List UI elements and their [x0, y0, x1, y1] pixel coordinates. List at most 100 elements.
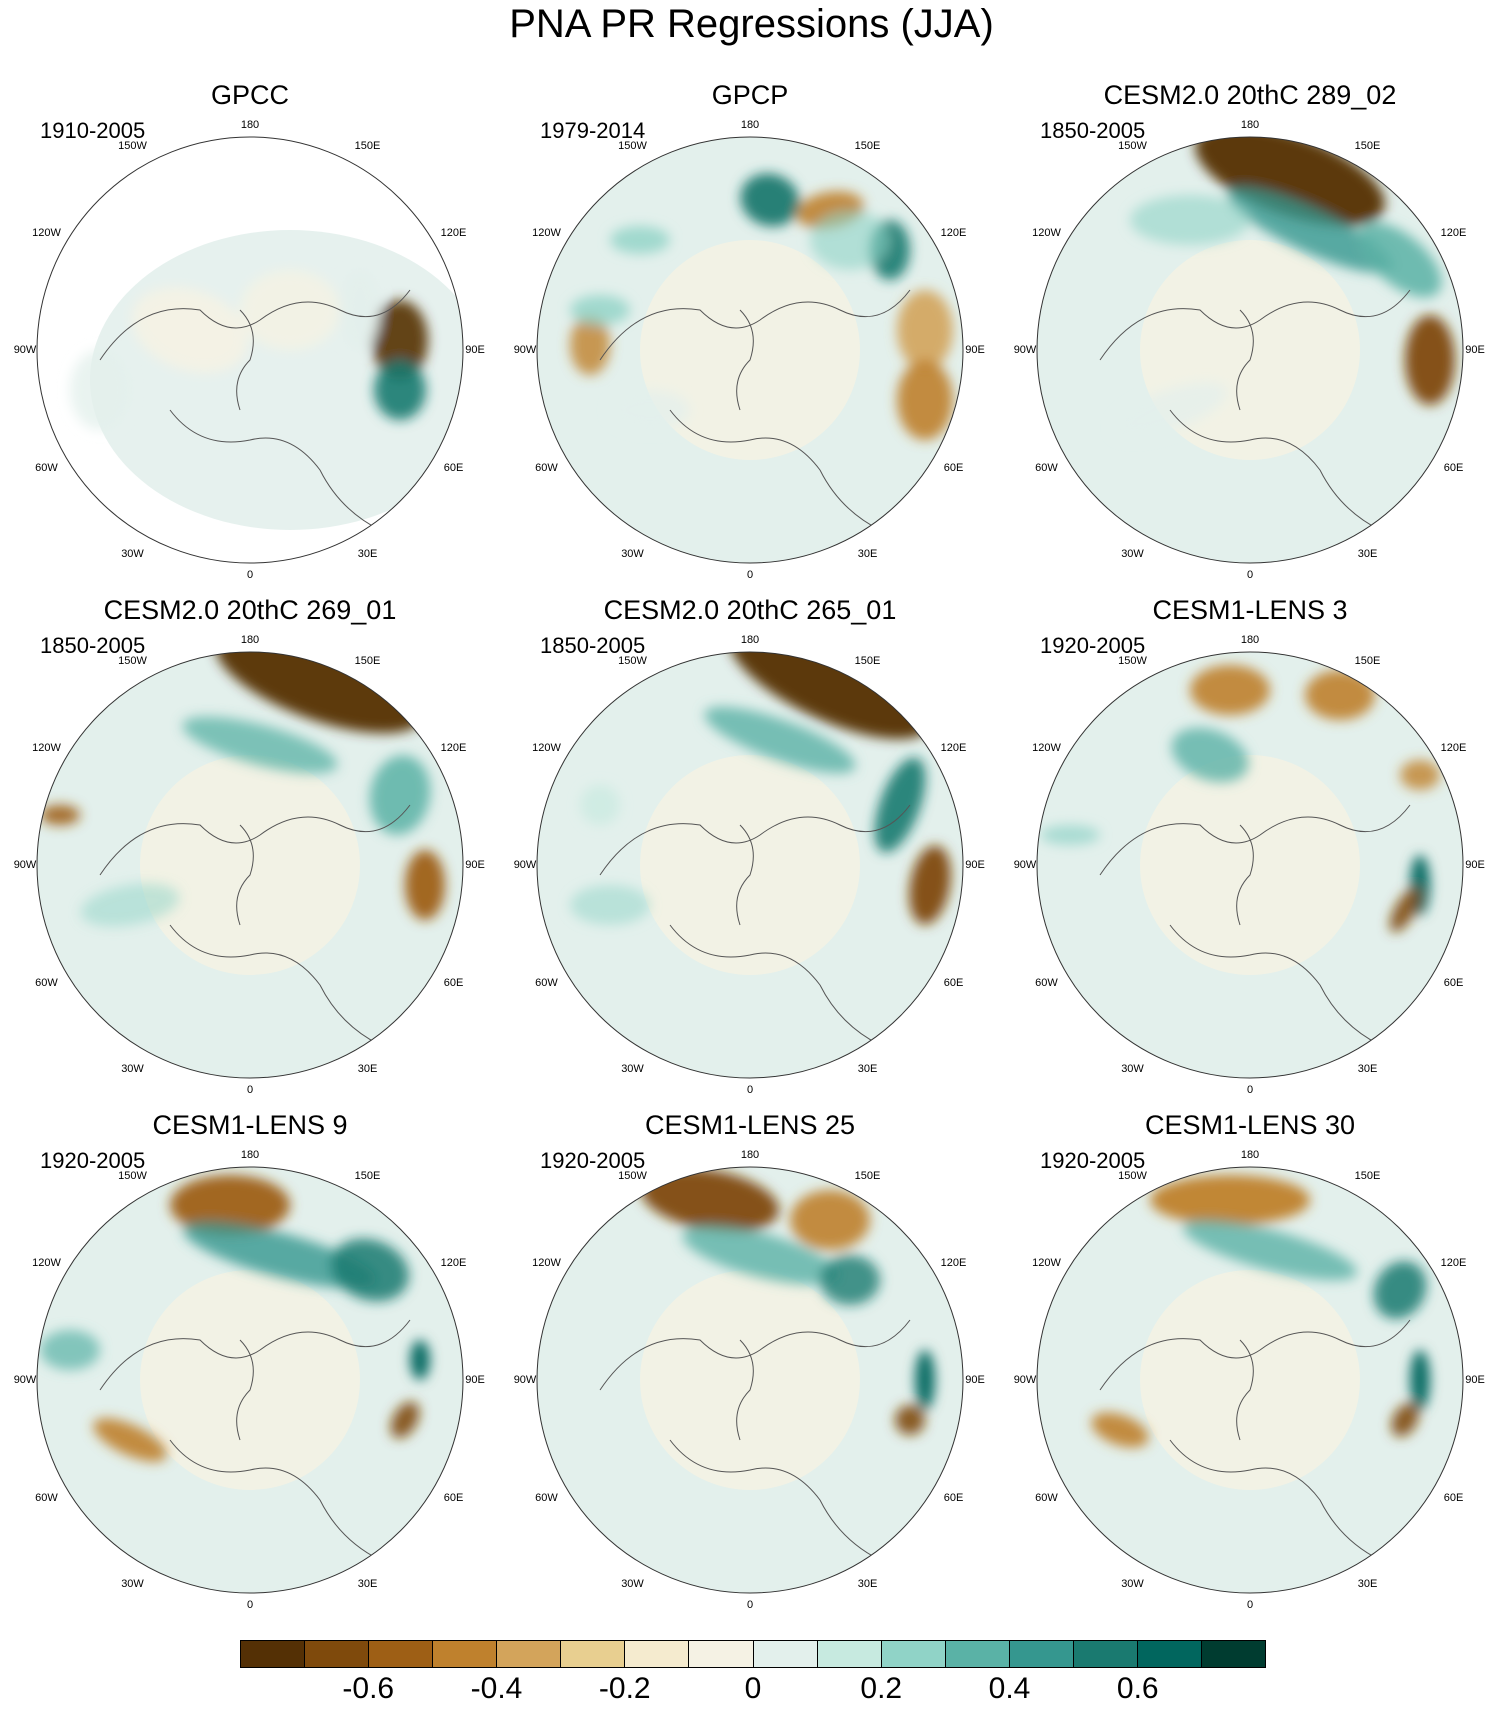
anomaly-region [40, 805, 80, 825]
longitude-label: 30E [357, 1062, 378, 1075]
longitude-label: 180 [240, 1149, 260, 1161]
longitude-label: 90E [1465, 859, 1485, 871]
panel-title: CESM1-LENS 25 [644, 1110, 856, 1140]
colorbar-tick-label: 0 [744, 1672, 762, 1705]
map-boundary [536, 651, 964, 1079]
longitude-label: 150W [118, 140, 147, 153]
anomaly-region [1405, 315, 1455, 405]
central-shading [640, 240, 860, 460]
polar-map [36, 1166, 464, 1594]
panel-title: CESM1-LENS 9 [152, 1110, 348, 1140]
longitude-label: 90E [465, 1374, 485, 1386]
longitude-label: 30W [121, 547, 144, 560]
longitude-label: 90W [1013, 1374, 1037, 1386]
map-boundary [1036, 651, 1464, 1079]
anomaly-region [682, 1225, 838, 1285]
coastline [1099, 1319, 1411, 1561]
anomaly-region [1410, 1350, 1430, 1410]
coastline [599, 804, 911, 1046]
map-boundary [536, 1166, 964, 1594]
anomaly-region [820, 1255, 880, 1305]
panel-period: 1979-2014 [540, 118, 646, 143]
map-panel: GPCP 1979-2014 180 150E 120E 90E 60E 30E 0 30W 60W… [500, 80, 1000, 590]
coastline [599, 1319, 911, 1561]
colorbar-swatch [241, 1641, 306, 1667]
longitude-label: 180 [740, 119, 760, 131]
anomaly-region [897, 360, 953, 440]
anomaly-region [728, 652, 932, 739]
central-shading [640, 1270, 860, 1490]
map-boundary [36, 1166, 464, 1594]
longitude-label: 120W [32, 741, 61, 754]
anomaly-region [1195, 137, 1385, 226]
longitude-label: 90E [465, 344, 485, 356]
anomaly-region [1091, 1412, 1149, 1448]
longitude-label: 60W [535, 461, 558, 474]
panel-period: 1850-2005 [40, 633, 146, 658]
longitude-label: 30E [1357, 1062, 1378, 1075]
longitude-label: 180 [240, 634, 260, 646]
longitude-label: 60W [1035, 976, 1058, 989]
map-boundary [1036, 136, 1464, 564]
longitude-label: 150E [354, 655, 381, 668]
anomaly-region [570, 295, 630, 325]
longitude-label: 120W [32, 226, 61, 239]
longitude-label: 120W [532, 1256, 561, 1269]
longitude-label: 90E [465, 859, 485, 871]
longitude-label: 30W [1121, 1062, 1144, 1075]
panel-period: 1850-2005 [540, 633, 646, 658]
colorbar-swatch [945, 1641, 1010, 1667]
anomaly-region [874, 757, 926, 853]
panel-title: CESM2.0 20thC 265_01 [603, 595, 897, 625]
longitude-label: 120E [1440, 1256, 1467, 1269]
colorbar-swatch [561, 1641, 626, 1667]
longitude-label: 180 [1240, 634, 1260, 646]
anomaly-region [80, 883, 180, 927]
anomaly-region [1373, 1261, 1427, 1319]
longitude-label: 120E [940, 741, 967, 754]
colorbar-swatch [625, 1641, 690, 1667]
longitude-label: 90W [513, 1374, 537, 1386]
colorbar-swatch [1201, 1641, 1265, 1667]
longitude-label: 150W [118, 1170, 147, 1183]
longitude-label: 60E [1443, 461, 1464, 474]
colorbar-swatch [817, 1641, 882, 1667]
longitude-label: 90E [965, 1374, 985, 1386]
anomaly-region [897, 290, 953, 370]
anomaly-region [240, 270, 340, 350]
colorbar-swatch [1073, 1641, 1138, 1667]
longitude-label: 150E [854, 1170, 881, 1183]
anomaly-region [131, 287, 249, 373]
map-panel: CESM1-LENS 30 1920-2005 180 150E 120E 90E 60E 3… [1000, 1110, 1500, 1620]
polar-map [1036, 136, 1464, 564]
longitude-label: 60E [443, 976, 464, 989]
panel-title: CESM2.0 20thC 289_02 [1103, 80, 1397, 110]
central-shading [1140, 755, 1360, 975]
longitude-label: 120E [1440, 741, 1467, 754]
longitude-label: 60W [35, 1491, 58, 1504]
map-boundary [36, 651, 464, 1079]
map-panel: CESM2.0 20thC 289_02 1850-2005 180 150E 120E… [1000, 80, 1500, 590]
coastline [599, 289, 911, 531]
longitude-label: 0 [746, 1599, 754, 1611]
longitude-label: 150E [354, 1170, 381, 1183]
longitude-label: 90W [13, 1374, 37, 1386]
longitude-label: 120E [440, 1256, 467, 1269]
anomaly-region [1150, 1175, 1310, 1225]
colorbar-swatch [881, 1641, 946, 1667]
longitude-label: 180 [240, 119, 260, 131]
longitude-label: 120E [440, 741, 467, 754]
anomaly-region [340, 270, 380, 350]
anomaly-region [170, 1175, 290, 1235]
anomaly-region [570, 885, 650, 925]
longitude-label: 30E [857, 1062, 878, 1075]
panel-period: 1920-2005 [1040, 1148, 1146, 1173]
anomaly-region [740, 173, 800, 227]
coastline [99, 289, 411, 531]
central-shading [140, 1270, 360, 1490]
anomaly-region [369, 755, 431, 835]
longitude-label: 150W [618, 1170, 647, 1183]
longitude-label: 150E [1354, 1170, 1381, 1183]
anomaly-region [810, 210, 890, 270]
map-panel: CESM2.0 20thC 269_01 1850-2005 180 150E 120E… [0, 595, 500, 1105]
